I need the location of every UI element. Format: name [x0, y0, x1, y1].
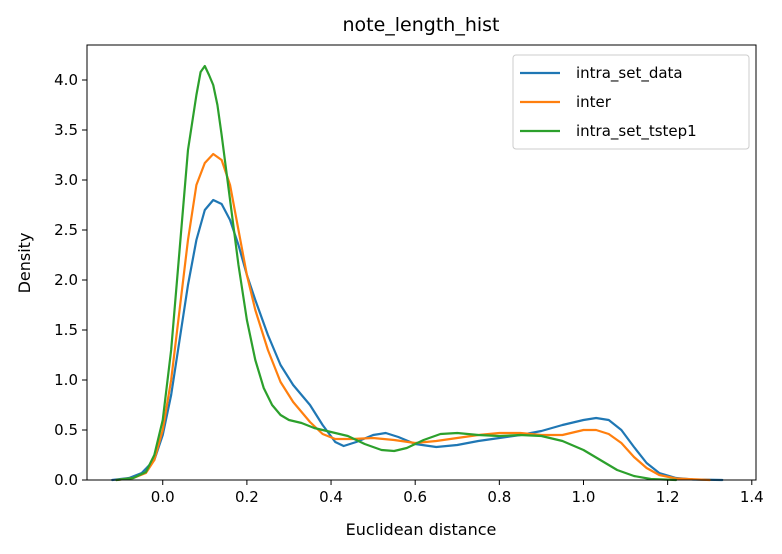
- series-line-intra-set-tstep1: [115, 64, 678, 482]
- y-tick-label: 0.5: [54, 421, 78, 439]
- x-tick-label: 1.2: [656, 488, 680, 506]
- y-axis-ticks: 0.0 0.5 1.0 1.5 2.0 2.5 3.0 3.5 4.0: [54, 71, 87, 489]
- x-axis-label: Euclidean distance: [346, 520, 497, 539]
- y-tick-label: 2.0: [54, 271, 78, 289]
- y-tick-label: 0.0: [54, 471, 78, 489]
- legend-label-intra-set-tstep1: intra_set_tstep1: [576, 122, 697, 141]
- x-axis-ticks: 0.0 0.2 0.4 0.6 0.8 1.0 1.2 1.4: [151, 480, 764, 506]
- x-tick-label: 0.0: [151, 488, 175, 506]
- y-tick-label: 1.5: [54, 321, 78, 339]
- y-tick-label: 4.0: [54, 71, 78, 89]
- legend-box: [512, 54, 750, 150]
- x-tick-label: 0.2: [235, 488, 259, 506]
- series-line-inter: [115, 152, 711, 482]
- x-tick-label: 0.4: [319, 488, 343, 506]
- x-tick-label: 1.4: [740, 488, 764, 506]
- y-tick-label: 3.5: [54, 121, 78, 139]
- y-axis-label: Density: [15, 233, 34, 294]
- legend-label-inter: inter: [576, 93, 612, 111]
- series-line-intra-set-data: [111, 198, 724, 482]
- plot-frame: [86, 44, 757, 481]
- legend-label-intra-set-data: intra_set_data: [576, 64, 683, 83]
- x-tick-label: 1.0: [572, 488, 596, 506]
- chart-title: note_length_hist: [342, 14, 499, 36]
- x-tick-label: 0.8: [487, 488, 511, 506]
- y-tick-label: 2.5: [54, 221, 78, 239]
- x-tick-label: 0.6: [403, 488, 427, 506]
- series-lines: [111, 64, 724, 482]
- y-tick-label: 3.0: [54, 171, 78, 189]
- y-tick-label: 1.0: [54, 371, 78, 389]
